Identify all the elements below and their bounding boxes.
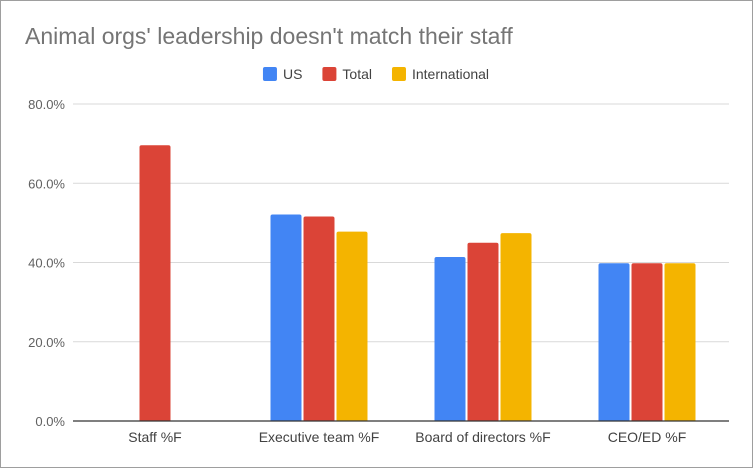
legend-label: US — [283, 66, 302, 82]
legend-swatch — [391, 67, 406, 81]
y-tick-label: 0.0% — [35, 414, 65, 429]
bar — [303, 216, 335, 421]
x-tick-label: CEO/ED %F — [608, 429, 687, 445]
y-tick-label: 40.0% — [28, 256, 65, 271]
bar — [500, 233, 532, 421]
x-tick-label: Executive team %F — [259, 429, 380, 445]
legend-swatch — [262, 67, 277, 81]
bar — [467, 242, 499, 421]
bar — [434, 256, 466, 421]
chart-title: Animal orgs' leadership doesn't match th… — [25, 23, 513, 49]
x-tick-label: Board of directors %F — [415, 429, 550, 445]
bar — [664, 263, 696, 421]
bar — [631, 263, 663, 421]
y-tick-label: 60.0% — [28, 176, 65, 191]
x-tick-label: Staff %F — [128, 429, 181, 445]
legend-swatch — [322, 67, 337, 81]
bar — [336, 231, 368, 421]
bar — [139, 145, 171, 421]
legend-label: Total — [342, 66, 372, 82]
bar — [598, 263, 630, 421]
legend-label: International — [412, 66, 489, 82]
bar — [270, 214, 302, 421]
y-tick-label: 80.0% — [28, 97, 65, 112]
y-tick-label: 20.0% — [28, 335, 65, 350]
